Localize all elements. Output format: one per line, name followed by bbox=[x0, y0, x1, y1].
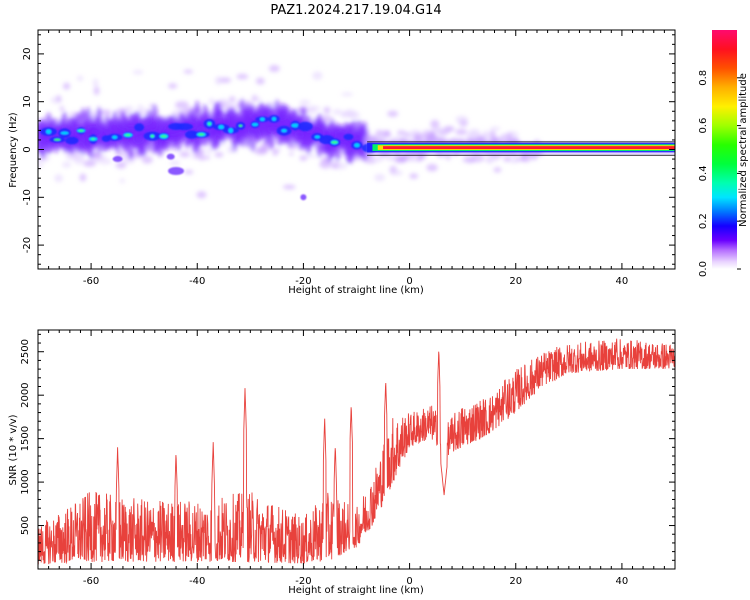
y-tick-label: 2000 bbox=[20, 382, 31, 407]
x-tick-label: -20 bbox=[295, 576, 311, 587]
y-tick-label: -10 bbox=[22, 189, 33, 205]
x-tick-label: -60 bbox=[83, 276, 99, 287]
colorbar-tick-label: 0.4 bbox=[698, 165, 709, 181]
snr-ylabel: SNR (10 * v/v) bbox=[8, 414, 19, 485]
colorbar-tick-label: 0.6 bbox=[698, 118, 709, 134]
colorbar-tick-label: 0.0 bbox=[698, 261, 709, 277]
colorbar-tick-label: 0.2 bbox=[698, 213, 709, 229]
spectrogram-xlabel: Height of straight line (km) bbox=[288, 285, 424, 296]
y-tick-label: 2500 bbox=[20, 339, 31, 364]
snr-series-line bbox=[38, 338, 675, 565]
y-tick-label: 0 bbox=[22, 146, 33, 152]
y-tick-label: 10 bbox=[22, 95, 33, 108]
colorbar-ticks: 0.0 0.2 0.4 0.6 0.8 bbox=[698, 70, 741, 277]
x-tick-label: 40 bbox=[616, 576, 629, 587]
spectrogram-ylabel: Frequency (Hz) bbox=[8, 112, 19, 188]
snr-panel: -60 -40 -20 0 20 40 500 1000 1500 2000 2500 Height… bbox=[8, 329, 676, 596]
y-tick-label: 1000 bbox=[20, 469, 31, 494]
spectral-core bbox=[40, 114, 379, 201]
x-tick-label: -60 bbox=[83, 576, 99, 587]
x-tick-label: 20 bbox=[509, 576, 522, 587]
spectrogram-panel: -60 -40 -20 0 20 40 -20 -10 0 10 20 Height of stra… bbox=[8, 29, 676, 296]
y-tick-label: 1500 bbox=[20, 426, 31, 451]
x-tick-label: 40 bbox=[616, 276, 629, 287]
snr-xlabel: Height of straight line (km) bbox=[288, 585, 424, 596]
spectrogram-axes: -60 -40 -20 0 20 40 -20 -10 0 10 20 bbox=[22, 30, 676, 287]
colorbar-gradient bbox=[712, 30, 737, 269]
carrier-line bbox=[367, 140, 675, 156]
y-tick-label: -20 bbox=[22, 237, 33, 253]
spectrogram-image bbox=[38, 64, 675, 201]
x-tick-label: -40 bbox=[189, 276, 205, 287]
x-tick-label: 0 bbox=[406, 576, 412, 587]
y-tick-label: 500 bbox=[20, 516, 31, 535]
snr-axes: -60 -40 -20 0 20 40 500 1000 1500 2000 2500 bbox=[20, 330, 676, 587]
x-tick-label: 0 bbox=[406, 276, 412, 287]
x-tick-label: -20 bbox=[295, 276, 311, 287]
x-tick-label: -40 bbox=[189, 576, 205, 587]
figure-title: PAZ1.2024.217.19.04.G14 bbox=[270, 3, 441, 18]
colorbar: 0.0 0.2 0.4 0.6 0.8 Normalized spectral ampl… bbox=[698, 30, 749, 277]
x-tick-label: 20 bbox=[509, 276, 522, 287]
colorbar-tick-label: 0.8 bbox=[698, 70, 709, 86]
colorbar-label: Normalized spectral amplitude bbox=[738, 73, 749, 227]
y-tick-label: 20 bbox=[22, 48, 33, 61]
